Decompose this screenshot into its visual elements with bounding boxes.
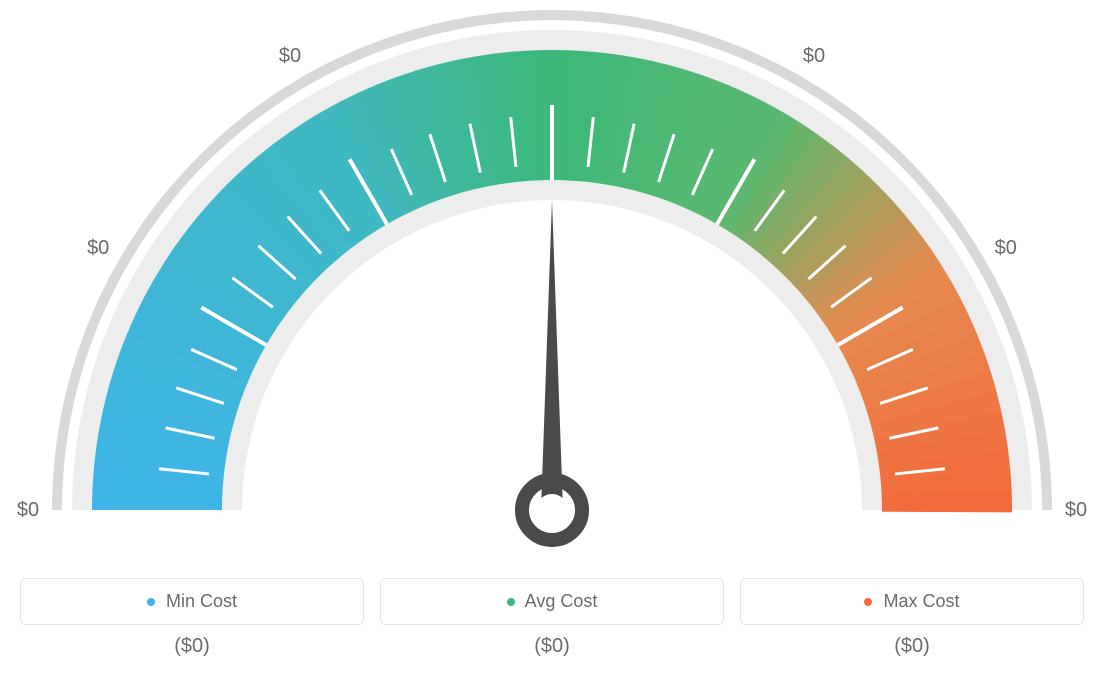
legend-min-label: Min Cost [166, 591, 237, 611]
legend-max-label: Max Cost [883, 591, 959, 611]
legend-max-value: ($0) [740, 635, 1084, 658]
cost-gauge: $0$0$0$0$0$0$0 [0, 0, 1104, 570]
svg-text:$0: $0 [803, 45, 825, 67]
dot-icon [147, 598, 155, 606]
svg-text:$0: $0 [279, 45, 301, 67]
legend-max-box: Max Cost [740, 578, 1084, 625]
dot-icon [507, 598, 515, 606]
dot-icon [864, 598, 872, 606]
legend-avg: Avg Cost ($0) [380, 578, 724, 658]
gauge-container: $0$0$0$0$0$0$0 [0, 0, 1104, 570]
svg-text:$0: $0 [995, 237, 1017, 259]
legend-avg-value: ($0) [380, 635, 724, 658]
svg-text:$0: $0 [17, 499, 39, 521]
svg-text:$0: $0 [1065, 499, 1087, 521]
legend-max: Max Cost ($0) [740, 578, 1084, 658]
legend-min-box: Min Cost [20, 578, 364, 625]
legend-min: Min Cost ($0) [20, 578, 364, 658]
legend-row: Min Cost ($0) Avg Cost ($0) Max Cost ($0… [0, 570, 1104, 658]
legend-avg-box: Avg Cost [380, 578, 724, 625]
legend-min-value: ($0) [20, 635, 364, 658]
legend-avg-label: Avg Cost [525, 591, 598, 611]
svg-text:$0: $0 [87, 237, 109, 259]
